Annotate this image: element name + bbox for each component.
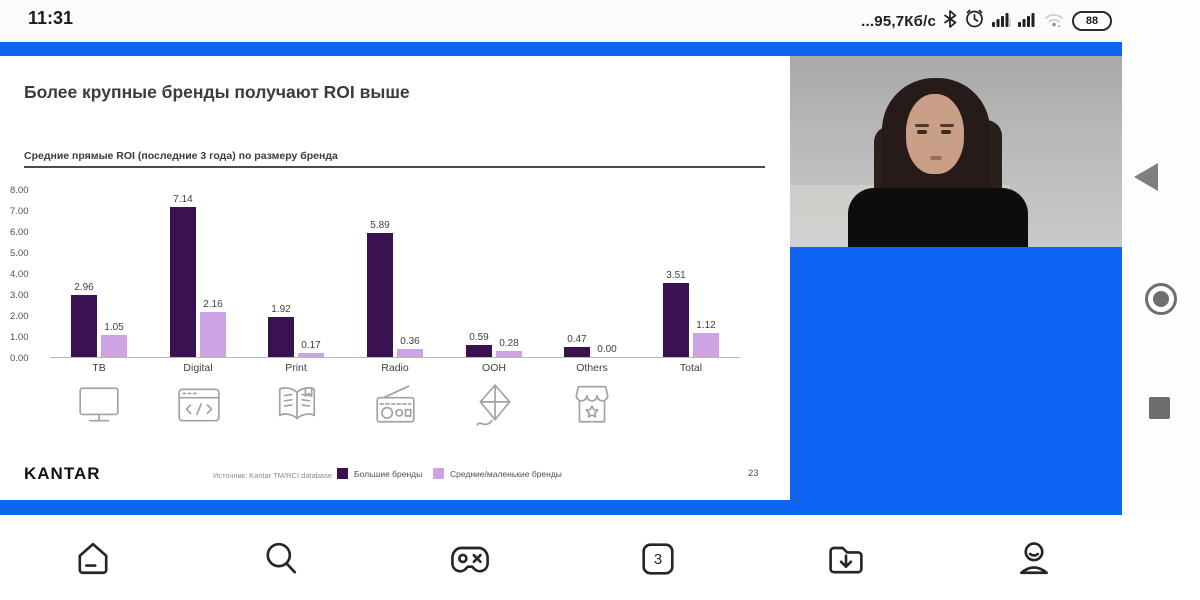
y-axis-tick: 5.00	[10, 248, 29, 259]
bar-small-Digital	[200, 312, 226, 357]
battery-percent: 88	[1085, 15, 1099, 27]
presenter-eye	[941, 130, 951, 134]
book-icon	[274, 382, 320, 428]
page-number: 23	[748, 468, 759, 479]
y-axis-tick: 1.00	[10, 332, 29, 343]
bar-small-OOH	[496, 351, 522, 357]
y-axis-tick: 0.00	[10, 353, 29, 364]
y-axis-tick: 3.00	[10, 290, 29, 301]
clock: 11:31	[28, 8, 74, 28]
kantar-logo: KANTAR	[24, 464, 101, 483]
alarm-icon	[964, 8, 985, 34]
presenter-brow	[915, 124, 929, 127]
value-label: 0.00	[597, 344, 617, 355]
presenter-eye	[917, 130, 927, 134]
shop-icon	[569, 382, 615, 428]
presentation-app-background: Более крупные бренды получают ROI выше С…	[0, 42, 1122, 515]
value-label: 1.05	[104, 322, 124, 333]
value-label: 2.96	[74, 282, 94, 293]
presenter-face	[906, 94, 964, 174]
value-label: 7.14	[173, 194, 193, 205]
bar-large-ТВ	[71, 295, 97, 357]
bottom-toolbar: 3	[0, 515, 1200, 600]
signal-icon-2	[1018, 10, 1036, 33]
tabs-counter-icon[interactable]: 3	[636, 537, 680, 581]
battery-indicator: 88	[1072, 11, 1112, 31]
bar-small-Print	[298, 353, 324, 357]
legend-large-brands: Большие бренды	[337, 468, 422, 479]
presentation-slide: Более крупные бренды получают ROI выше С…	[0, 56, 790, 500]
bar-small-Total	[693, 333, 719, 357]
bar-large-Total	[663, 283, 689, 357]
tv-icon	[76, 382, 122, 428]
category-label: ТВ	[92, 362, 106, 374]
back-button[interactable]	[1134, 163, 1158, 191]
chart-title: Средние прямые ROI (последние 3 года) по…	[24, 150, 338, 162]
value-label: 0.59	[469, 332, 489, 343]
bar-small-Radio	[397, 349, 423, 357]
presenter-torso	[848, 188, 1028, 247]
value-label: 1.12	[696, 320, 716, 331]
legend-label-small: Средние/маленькие бренды	[450, 468, 562, 479]
radio-icon	[372, 382, 418, 428]
title-divider	[24, 166, 765, 168]
value-label: 5.89	[370, 220, 390, 231]
bar-large-OOH	[466, 345, 492, 357]
category-label: OOH	[482, 362, 506, 374]
source-note: Источник: Kantar TM/RCI database	[213, 471, 333, 480]
value-label: 0.17	[301, 340, 321, 351]
profile-icon[interactable]	[1012, 537, 1056, 581]
y-axis-tick: 2.00	[10, 311, 29, 322]
legend-label-large: Большие бренды	[354, 468, 423, 479]
value-label: 3.51	[666, 270, 686, 281]
category-label: Print	[285, 362, 307, 374]
bar-large-Print	[268, 317, 294, 357]
tabs-count: 3	[653, 550, 663, 568]
games-icon[interactable]	[448, 537, 492, 581]
value-label: 0.36	[400, 336, 420, 347]
bar-large-Others	[564, 347, 590, 357]
category-label: Total	[679, 362, 703, 374]
category-label: Digital	[183, 362, 213, 374]
home-button[interactable]	[1145, 283, 1177, 315]
bluetooth-icon	[943, 9, 957, 34]
value-label: 0.47	[567, 334, 587, 345]
roi-chart	[50, 190, 740, 358]
browser-code-icon	[176, 382, 222, 428]
value-label: 2.16	[203, 299, 223, 310]
y-axis-tick: 6.00	[10, 227, 29, 238]
presenter-mouth	[930, 156, 942, 160]
home-button-dot	[1153, 291, 1169, 307]
bar-large-Radio	[367, 233, 393, 357]
presenter-brow	[940, 124, 954, 127]
presenter-webcam-video[interactable]	[790, 56, 1122, 247]
status-icons: ...95,7Кб/с 88	[861, 7, 1112, 35]
bar-large-Digital	[170, 207, 196, 357]
legend-small-brands: Средние/маленькие бренды	[433, 468, 562, 479]
search-icon[interactable]	[259, 537, 303, 581]
slide-title: Более крупные бренды получают ROI выше	[24, 82, 410, 102]
recents-button[interactable]	[1149, 397, 1170, 419]
downloads-icon[interactable]	[824, 537, 868, 581]
y-axis-tick: 4.00	[10, 269, 29, 280]
signal-icon	[992, 10, 1011, 33]
category-label: Radio	[381, 362, 409, 374]
bar-small-ТВ	[101, 335, 127, 357]
network-speed: ...95,7Кб/с	[861, 12, 936, 30]
slide-footer: KANTAR Источник: Kantar TM/RCI database …	[0, 460, 790, 494]
kite-icon	[471, 382, 517, 428]
legend-swatch-large	[337, 468, 348, 479]
value-label: 0.28	[499, 338, 519, 349]
y-axis-tick: 8.00	[10, 185, 29, 196]
wifi-icon	[1043, 10, 1065, 33]
category-label: Others	[576, 362, 608, 374]
y-axis-tick: 7.00	[10, 206, 29, 217]
legend-swatch-small	[433, 468, 444, 479]
home-tab-icon[interactable]	[71, 537, 115, 581]
value-label: 1.92	[271, 304, 291, 315]
status-bar: 11:31 ...95,7Кб/с 88	[0, 0, 1200, 42]
